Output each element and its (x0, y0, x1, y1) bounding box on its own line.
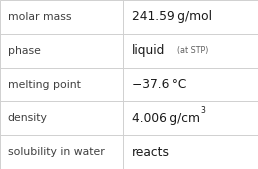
Text: 3: 3 (200, 106, 205, 115)
Text: (at STP): (at STP) (177, 46, 208, 55)
Text: liquid: liquid (132, 44, 165, 57)
Text: melting point: melting point (8, 79, 80, 90)
Text: 4.006 g/cm: 4.006 g/cm (132, 112, 200, 125)
Text: 241.59 g/mol: 241.59 g/mol (132, 10, 212, 23)
Text: molar mass: molar mass (8, 12, 71, 22)
Text: reacts: reacts (132, 146, 170, 159)
Text: solubility in water: solubility in water (8, 147, 104, 157)
Text: density: density (8, 113, 48, 123)
Text: −37.6 °C: −37.6 °C (132, 78, 186, 91)
Text: phase: phase (8, 46, 41, 56)
